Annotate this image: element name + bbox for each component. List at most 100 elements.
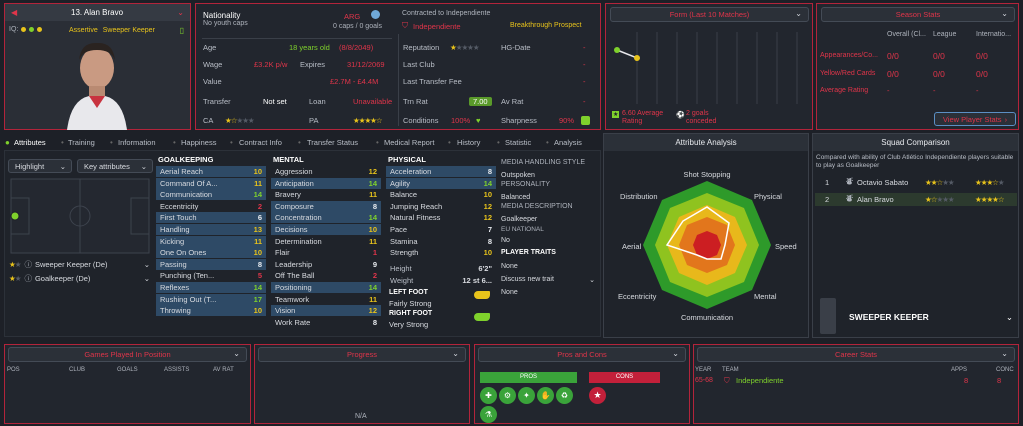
- attribute-row[interactable]: Flair 1: [271, 247, 381, 258]
- progress-dropdown[interactable]: Progress ⌄: [258, 347, 466, 362]
- attribute-row[interactable]: Balance 10: [386, 189, 496, 200]
- analysis-header[interactable]: Attribute Analysis: [604, 134, 808, 151]
- attribute-row[interactable]: Decisions 10: [271, 224, 381, 235]
- form-point[interactable]: [614, 47, 620, 53]
- form-panel: Form (Last 10 Matches) ⌄ ★ 6.60 Average …: [605, 3, 813, 130]
- view-player-stats-button[interactable]: View Player Stats ›: [934, 112, 1016, 126]
- attribute-row[interactable]: One On Ones 10: [156, 247, 266, 259]
- role-name[interactable]: Sweeper Keeper (De): [34, 260, 108, 269]
- form-dropdown[interactable]: Form (Last 10 Matches) ⌄: [610, 7, 809, 22]
- sharpness-icon: [581, 116, 590, 125]
- squad-row[interactable]: 1 ⛇ Octavio Sabato ★★☆★★ ★★★☆★: [825, 177, 1005, 187]
- discuss-trait-dropdown[interactable]: Discuss new trait ⌄: [501, 276, 595, 284]
- radar-label: Mental: [754, 292, 777, 301]
- chevron-down-icon[interactable]: ⌄: [177, 8, 184, 17]
- pro-badge-icon[interactable]: ♻: [556, 387, 573, 404]
- attribute-row[interactable]: Eccentricity 2: [156, 201, 266, 212]
- pro-badge-icon[interactable]: ✦: [518, 387, 535, 404]
- pro-badge-icon[interactable]: ⚙: [499, 387, 516, 404]
- con-badge-icon[interactable]: ★: [589, 387, 606, 404]
- tab-transfer[interactable]: Transfer Status: [307, 138, 358, 147]
- radar-label: Speed: [775, 242, 797, 251]
- eu-value: No: [501, 237, 510, 244]
- attribute-row[interactable]: Anticipation 14: [271, 177, 381, 189]
- tab-happiness[interactable]: Happiness: [181, 138, 217, 147]
- tab-statistic[interactable]: Statistic: [505, 138, 532, 147]
- career-row[interactable]: 65-68 ⛉ Independiente 8 8: [695, 374, 1017, 387]
- attribute-row[interactable]: Pace 7: [386, 224, 496, 235]
- attribute-row[interactable]: Reflexes 14: [156, 282, 266, 293]
- attribute-row[interactable]: Throwing 10: [156, 305, 266, 317]
- attribute-row[interactable]: Stamina 8: [386, 236, 496, 247]
- squad-player[interactable]: Alan Bravo: [857, 195, 894, 204]
- attribute-row[interactable]: Aerial Reach 10: [156, 166, 266, 177]
- info-icon[interactable]: ⓘ: [24, 260, 32, 269]
- tab-training[interactable]: Training: [68, 138, 95, 147]
- info-icon[interactable]: ⓘ: [24, 274, 32, 283]
- tab-analysis[interactable]: Analysis: [554, 138, 582, 147]
- attribute-row[interactable]: Jumping Reach 12: [386, 201, 496, 212]
- squad-header[interactable]: Squad Comparison: [813, 134, 1018, 151]
- attribute-row[interactable]: Strength 10: [386, 247, 496, 258]
- radar-label: Eccentricity: [618, 292, 657, 301]
- attribute-row[interactable]: Rushing Out (T... 17: [156, 293, 266, 305]
- back-icon[interactable]: ◀: [11, 8, 18, 17]
- attribute-row[interactable]: Bravery 11: [271, 189, 381, 200]
- loan-value[interactable]: Unavailable: [353, 97, 393, 106]
- transfer-value[interactable]: Not set: [263, 97, 287, 106]
- pa-stars: ★★★★☆: [353, 116, 383, 125]
- attribute-row[interactable]: Acceleration 8: [386, 166, 496, 177]
- attribute-row[interactable]: Communication 14: [156, 189, 266, 201]
- attribute-row[interactable]: Teamwork 11: [271, 294, 381, 305]
- attribute-row[interactable]: Kicking 11: [156, 235, 266, 247]
- career-dropdown[interactable]: Career Stats ⌄: [697, 347, 1015, 362]
- tab-information[interactable]: Information: [118, 138, 156, 147]
- role-name: Goalkeeper (De): [34, 274, 91, 283]
- tab-attributes[interactable]: Attributes: [14, 138, 46, 147]
- season-cell: 0/0: [933, 50, 945, 61]
- form-point[interactable]: [634, 55, 640, 61]
- tab-history[interactable]: History: [457, 138, 481, 147]
- pro-badge-icon[interactable]: ⚗: [480, 406, 497, 423]
- clipboard-icon[interactable]: ▯: [179, 26, 184, 35]
- attribute-name: Handling: [160, 225, 190, 234]
- squad-role-dropdown[interactable]: SWEEPER KEEPER ⌄: [849, 312, 1013, 322]
- tab-contract[interactable]: Contract Info: [239, 138, 282, 147]
- attribute-row[interactable]: First Touch 6: [156, 212, 266, 224]
- attribute-row[interactable]: Command Of A... 11: [156, 177, 266, 189]
- player-header[interactable]: ◀ 13. Alan Bravo ⌄: [5, 4, 190, 21]
- position-marker[interactable]: [10, 211, 20, 221]
- attribute-row[interactable]: Aggression 12: [271, 166, 381, 177]
- pro-badge-icon[interactable]: ✋: [537, 387, 554, 404]
- attribute-row[interactable]: Natural Fitness 12: [386, 212, 496, 223]
- attribute-name: Flair: [275, 248, 290, 258]
- attribute-row[interactable]: Handling 13: [156, 224, 266, 235]
- attribute-row[interactable]: Vision 12: [271, 305, 381, 317]
- attribute-row[interactable]: Agility 14: [386, 177, 496, 189]
- star-icon: ★: [612, 111, 620, 118]
- attribute-row[interactable]: Positioning 14: [271, 282, 381, 293]
- attribute-row[interactable]: Passing 8: [156, 258, 266, 270]
- season-dropdown[interactable]: Season Stats ⌄: [821, 7, 1015, 22]
- attribute-row[interactable]: Off The Ball 2: [271, 270, 381, 281]
- attribute-row[interactable]: Punching (Ten... 5: [156, 270, 266, 281]
- proscons-dropdown[interactable]: Pros and Cons ⌄: [478, 347, 686, 362]
- season-row-label: Yellow/Red Cards: [820, 70, 876, 77]
- key-attributes-dropdown[interactable]: Key attributes ⌄: [77, 159, 153, 173]
- club-badge-icon: ⛉: [724, 375, 730, 385]
- pro-badge-icon[interactable]: ✚: [480, 387, 497, 404]
- tab-medical[interactable]: Medical Report: [384, 138, 435, 147]
- squad-row[interactable]: 2 ⛇ Alan Bravo ★☆★★★ ★★★★☆: [815, 193, 1017, 206]
- transfer-label: Transfer: [203, 97, 231, 106]
- attribute-row[interactable]: Work Rate 8: [271, 317, 381, 328]
- attribute-row[interactable]: Composure 8: [271, 200, 381, 212]
- gpp-dropdown[interactable]: Games Played In Position ⌄: [8, 347, 247, 362]
- club-name[interactable]: Independiente: [413, 22, 461, 31]
- career-team[interactable]: Independiente: [736, 376, 784, 385]
- highlight-dropdown[interactable]: Highlight ⌄: [8, 159, 72, 173]
- attribute-row[interactable]: Concentration 14: [271, 212, 381, 224]
- squad-player[interactable]: Octavio Sabato: [857, 178, 909, 187]
- attribute-row[interactable]: Leadership 9: [271, 259, 381, 270]
- attribute-value: 11: [254, 236, 262, 246]
- attribute-row[interactable]: Determination 11: [271, 236, 381, 247]
